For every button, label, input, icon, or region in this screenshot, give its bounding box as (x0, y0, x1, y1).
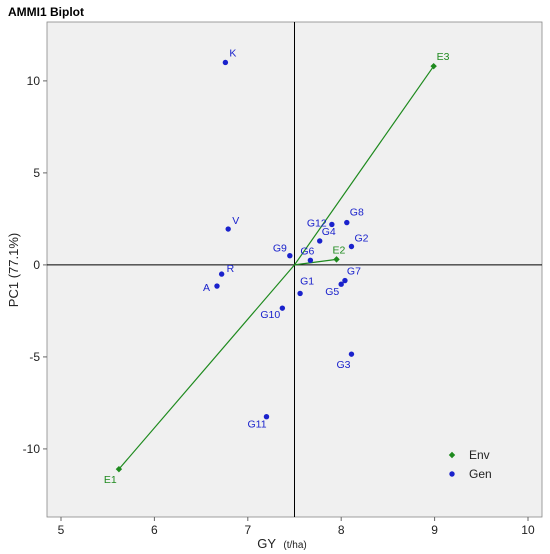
gen-label-g2: G2 (354, 232, 368, 244)
x-axis-label-unit: (t/ha) (283, 540, 306, 551)
gen-label-v: V (232, 215, 239, 227)
gen-label-r: R (227, 263, 235, 275)
gen-point-g11 (263, 414, 270, 420)
gen-label-g6: G6 (300, 245, 314, 257)
gen-label-a: A (203, 282, 210, 294)
gen-point-g5 (338, 281, 344, 287)
env-vector-e1 (118, 264, 295, 470)
chart-title: AMMI1 Biplot (8, 5, 84, 19)
x-axis-label-main: GY (257, 536, 276, 551)
gen-label-g11: G11 (247, 419, 266, 431)
x-axis-label: GY (t/ha) (257, 536, 307, 551)
x-tick-label: 5 (58, 523, 65, 537)
gen-point-g4 (317, 238, 323, 244)
gen-point-k (222, 59, 229, 66)
gen-point-g3 (348, 351, 355, 357)
gen-point-r (218, 271, 225, 277)
x-tick-label: 8 (338, 523, 345, 537)
legend-env-label: Env (469, 448, 490, 462)
gen-point-g9 (287, 252, 293, 259)
env-point-e3 (430, 62, 437, 70)
gen-label-g9: G9 (273, 243, 287, 255)
gen-label-g5: G5 (325, 286, 339, 298)
gen-point-g6 (307, 257, 314, 263)
legend: Env Gen (448, 448, 492, 481)
y-tick-label: -5 (29, 350, 40, 364)
x-tick-label: 7 (244, 523, 251, 537)
gen-point-g1 (297, 290, 303, 297)
gen-point-g7 (342, 277, 348, 284)
data-points (115, 59, 437, 473)
point-labels: E1 E2 E3 K V R A G9 G6 G4 G8 G2 G12 G7 G5 G1 G10 G3 G11 (104, 47, 450, 486)
y-axis-label: PC1 (77.1%) (6, 233, 21, 307)
gen-label-g7: G7 (347, 266, 361, 278)
x-tick-label: 10 (521, 523, 535, 537)
gen-label-g12: G12 (307, 217, 327, 229)
gen-label-g8: G8 (350, 207, 364, 219)
axis-ticks: 5 6 7 8 9 10 -10 -5 0 5 10 (23, 74, 535, 537)
gen-label-g4: G4 (322, 226, 336, 238)
gen-label-g3: G3 (336, 359, 350, 371)
gen-point-g2 (348, 243, 355, 250)
env-point-e1 (115, 465, 123, 473)
y-tick-label: -10 (23, 442, 41, 456)
env-point-e2 (333, 256, 340, 263)
y-tick-label: 5 (33, 166, 40, 180)
gen-point-g10 (279, 305, 286, 311)
gen-label-g10: G10 (260, 309, 280, 321)
gen-point-v (225, 226, 231, 232)
gen-point-g12 (329, 221, 335, 228)
y-tick-label: 0 (33, 258, 40, 272)
env-label-e3: E3 (437, 51, 450, 63)
gen-label-k: K (229, 47, 236, 59)
y-tick-label: 10 (27, 74, 41, 88)
gen-point-g8 (344, 219, 350, 226)
env-vectors (118, 65, 435, 470)
x-tick-label: 6 (151, 523, 158, 537)
env-label-e1: E1 (104, 474, 117, 486)
env-label-e2: E2 (333, 244, 346, 256)
legend-env-marker (448, 451, 456, 459)
env-vector-e2 (294, 258, 337, 266)
gen-label-g1: G1 (300, 275, 314, 287)
gen-point-a (214, 283, 220, 289)
legend-gen-marker (449, 471, 455, 477)
env-vector-e3 (294, 65, 435, 266)
legend-gen-label: Gen (469, 467, 492, 481)
x-tick-label: 9 (431, 523, 438, 537)
